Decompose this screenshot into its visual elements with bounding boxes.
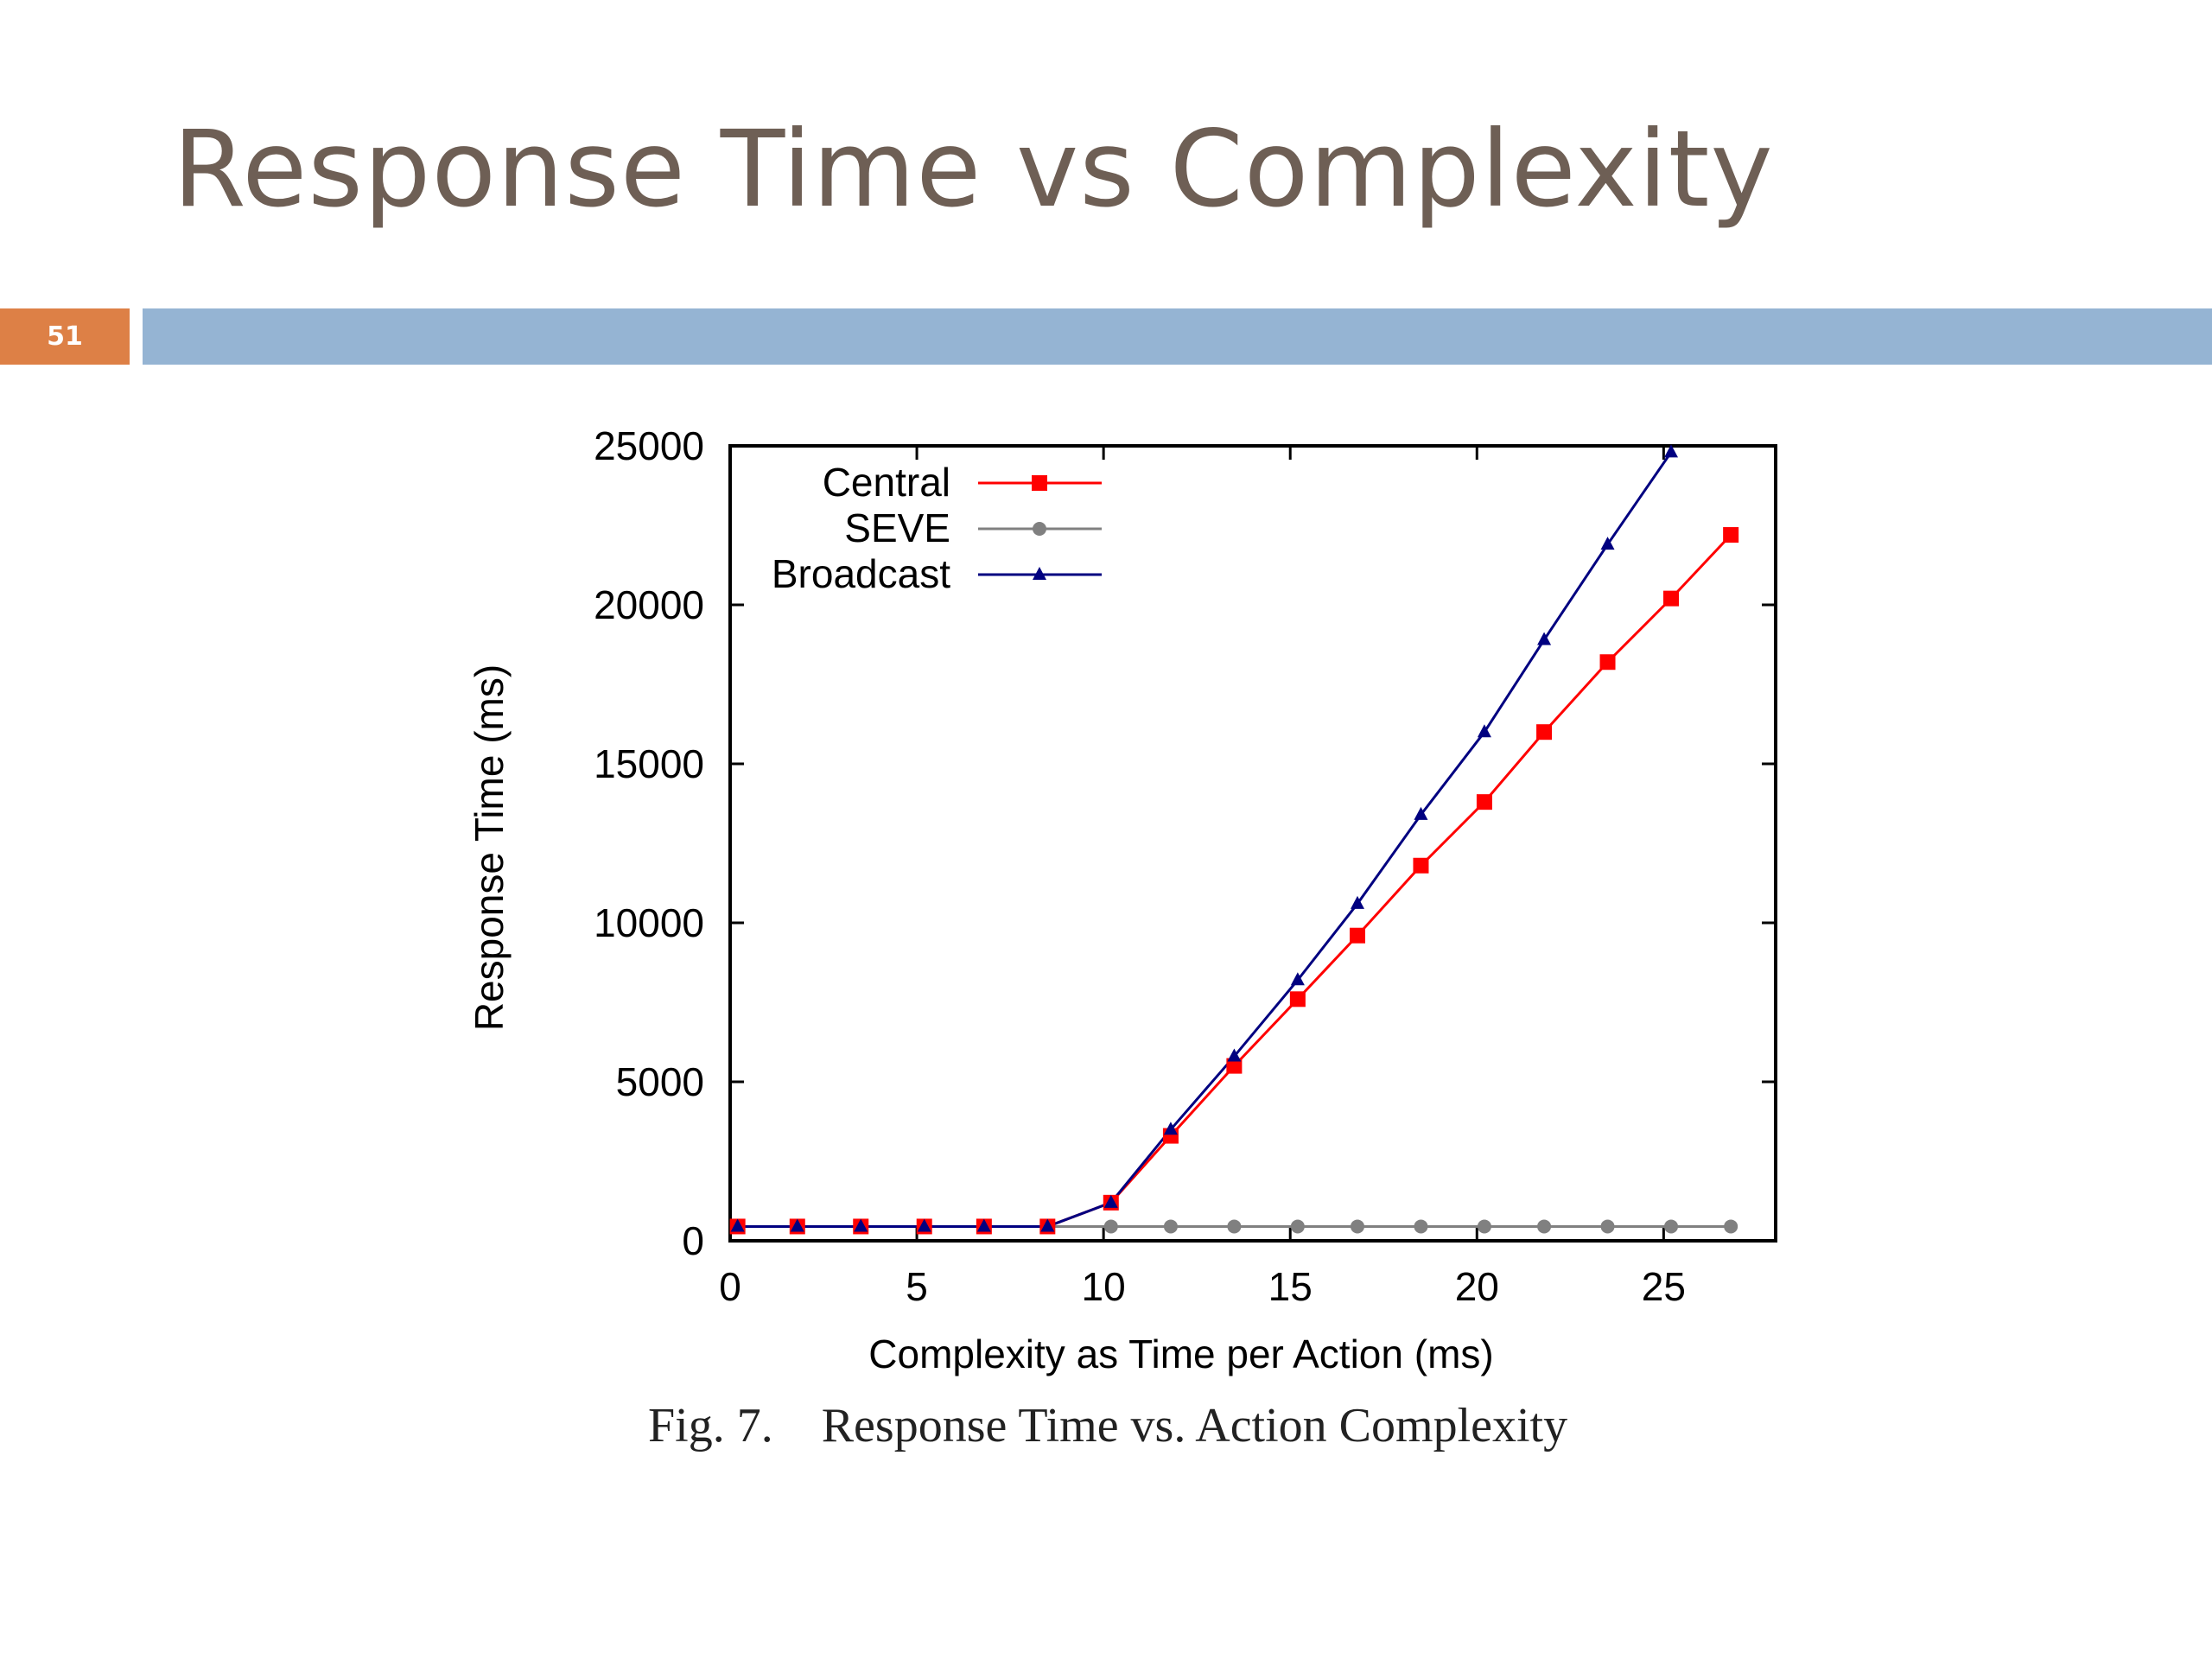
y-tick-label: 5000 [616,1059,704,1104]
series-line-broadcast [737,451,1673,1228]
data-point-seve [1724,1219,1738,1234]
data-point-seve [1414,1219,1428,1234]
data-point-central [1350,927,1365,944]
title-accent-bar [143,308,2212,365]
data-point-central [1413,857,1429,874]
data-point-broadcast [1163,1122,1178,1135]
data-point-broadcast [1351,895,1364,909]
data-point-broadcast [1103,1194,1118,1208]
y-axis-label: Response Time (ms) [467,664,512,1031]
data-point-seve [1351,1219,1364,1234]
legend-label-central: Central [823,460,950,505]
y-tick-label: 0 [682,1218,704,1263]
data-point-seve [1227,1219,1242,1234]
data-point-broadcast [976,1218,991,1232]
legend-marker-broadcast [1033,567,1046,580]
x-tick-label: 10 [1082,1264,1126,1309]
data-point-seve [1290,1219,1305,1234]
data-point-broadcast [1227,1048,1242,1062]
y-tick-label: 15000 [594,741,704,786]
legend-label-broadcast: Broadcast [772,551,950,596]
data-point-central [1663,590,1679,607]
plot-border [728,444,1777,1243]
x-tick-label: 25 [1642,1264,1686,1309]
data-point-seve [1103,1219,1118,1234]
data-point-broadcast [1477,724,1491,738]
data-point-central [1289,991,1306,1007]
data-point-broadcast [1600,537,1615,550]
data-point-broadcast [854,1218,868,1232]
legend-label-seve: SEVE [844,505,950,550]
data-point-central [1723,527,1739,543]
series-markers [729,444,1739,1235]
data-point-seve [1163,1219,1178,1234]
y-tick-label: 20000 [594,582,704,627]
data-point-seve [1664,1219,1678,1234]
data-point-central [1536,724,1553,741]
legend-marker-seve [1033,522,1046,536]
data-point-broadcast [1040,1218,1055,1232]
plot-frame [728,444,1777,1243]
slide-title: Response Time vs Complexity [173,108,1774,231]
data-point-broadcast [1664,444,1678,458]
x-tick-label: 15 [1268,1264,1313,1309]
data-point-central [1226,1058,1243,1074]
legend-marker-central [1032,475,1047,491]
data-point-seve [1600,1219,1615,1234]
y-tick-label: 10000 [594,900,704,945]
data-point-seve [1477,1219,1491,1234]
data-point-broadcast [730,1218,745,1232]
tick-labels: 0 5 10 15 20 25 0 5000 10000 15000 20000 25000 [594,423,1686,1309]
x-tick-label: 5 [906,1264,928,1309]
data-point-broadcast [1537,632,1552,645]
figure-caption: Fig. 7. Response Time vs. Action Complex… [648,1399,1568,1452]
data-point-broadcast [917,1218,931,1232]
data-point-seve [1537,1219,1552,1234]
series-line-central [737,534,1732,1228]
y-tick-label: 25000 [594,423,704,468]
x-axis-label: Complexity as Time per Action (ms) [868,1332,1493,1376]
data-point-broadcast [790,1218,804,1232]
data-point-central [1599,654,1616,671]
slide-number: 51 [0,308,130,365]
data-point-broadcast [1414,806,1428,820]
data-point-central [1476,794,1492,810]
x-tick-label: 20 [1455,1264,1499,1309]
x-tick-label: 0 [719,1264,741,1309]
data-point-broadcast [1290,972,1305,986]
